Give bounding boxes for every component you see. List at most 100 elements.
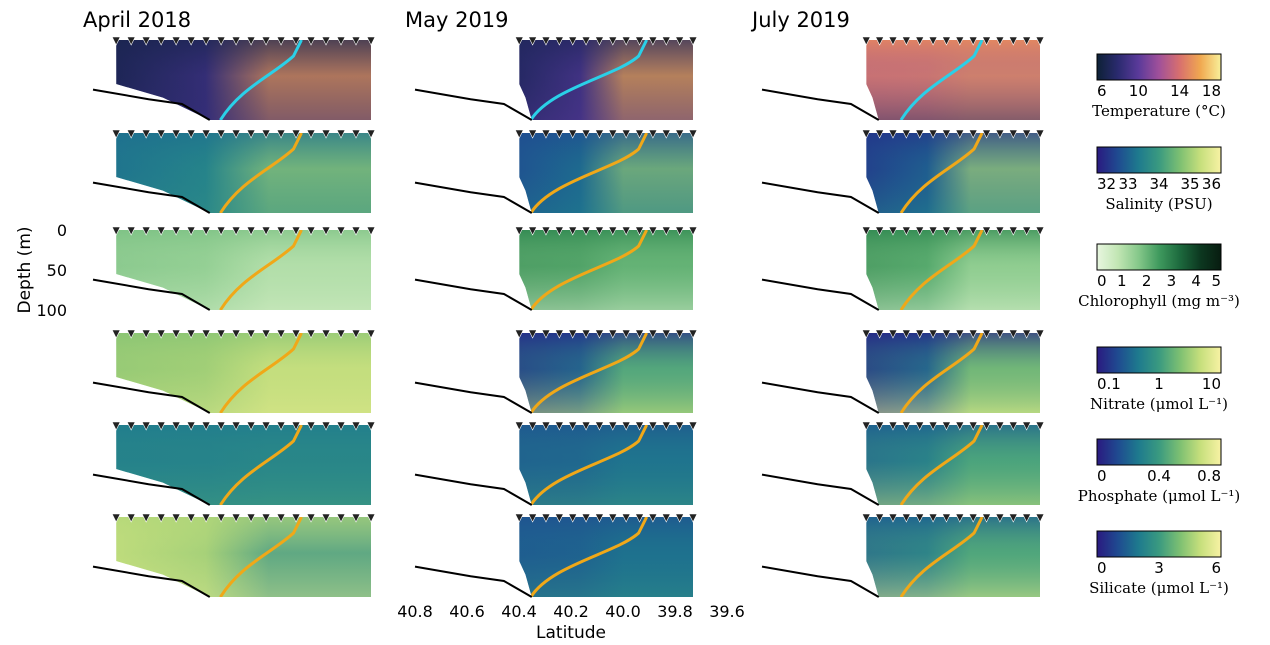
station-marker	[1008, 329, 1018, 339]
colorbar-tick: 1	[1117, 272, 1127, 290]
station-marker	[216, 513, 226, 523]
column-title: May 2019	[405, 8, 509, 32]
section-panel	[414, 421, 698, 506]
station-marker	[648, 36, 658, 46]
section-panel	[761, 421, 1045, 506]
front-line	[899, 517, 984, 597]
station-marker	[581, 421, 591, 431]
station-marker	[336, 513, 346, 523]
station-marker	[928, 129, 938, 139]
station-marker	[201, 226, 211, 236]
station-marker	[366, 513, 376, 523]
station-marker	[351, 226, 361, 236]
station-marker	[321, 36, 331, 46]
colorbar-tick: 18	[1202, 82, 1221, 100]
station-marker	[541, 421, 551, 431]
station-marker	[351, 513, 361, 523]
station-marker	[554, 36, 564, 46]
field-depth-shading	[116, 40, 372, 120]
front-line	[529, 230, 649, 310]
station-marker	[291, 329, 301, 339]
y-tick-label: 0	[57, 221, 67, 240]
station-marker	[995, 421, 1005, 431]
station-marker	[1022, 421, 1032, 431]
section-panel	[761, 36, 1045, 121]
station-marker	[581, 226, 591, 236]
station-marker	[968, 513, 978, 523]
station-marker	[261, 226, 271, 236]
x-axis-label: Latitude	[536, 623, 606, 643]
front-line	[219, 133, 303, 213]
station-marker	[941, 226, 951, 236]
x-tick-label: 40.8	[397, 602, 433, 621]
station-marker	[941, 36, 951, 46]
station-marker	[955, 36, 965, 46]
station-marker	[928, 226, 938, 236]
station-marker	[982, 226, 992, 236]
colorbar-tick: 6	[1211, 559, 1221, 577]
station-marker	[1035, 129, 1045, 139]
colorbar-tick: 36	[1202, 175, 1221, 193]
station-marker	[888, 421, 898, 431]
station-marker	[608, 329, 618, 339]
section-field	[866, 425, 1040, 505]
section-panel	[761, 129, 1045, 214]
station-marker	[306, 226, 316, 236]
station-marker	[621, 36, 631, 46]
station-marker	[186, 36, 196, 46]
front-line	[529, 333, 649, 413]
station-marker	[141, 329, 151, 339]
field-depth-shading	[519, 40, 693, 120]
station-marker	[861, 36, 871, 46]
section-panel	[92, 36, 376, 121]
station-marker	[171, 129, 181, 139]
station-marker	[554, 421, 564, 431]
station-marker	[888, 513, 898, 523]
station-marker	[126, 513, 136, 523]
station-marker	[621, 421, 631, 431]
station-marker	[661, 226, 671, 236]
station-marker	[336, 329, 346, 339]
station-marker	[875, 513, 885, 523]
station-marker	[291, 513, 301, 523]
station-marker	[861, 226, 871, 236]
station-marker	[141, 129, 151, 139]
station-marker	[995, 36, 1005, 46]
front-line	[219, 40, 303, 120]
station-marker	[941, 329, 951, 339]
x-tick-label: 40.0	[605, 602, 641, 621]
colorbar-label: Silicate (μmol L⁻¹)	[1089, 579, 1229, 597]
station-marker	[111, 129, 121, 139]
station-marker	[635, 36, 645, 46]
x-tick-label: 40.6	[449, 602, 485, 621]
section-panel	[761, 513, 1045, 598]
station-marker	[276, 421, 286, 431]
station-marker	[901, 36, 911, 46]
station-marker	[528, 36, 538, 46]
station-marker	[141, 36, 151, 46]
colorbar	[1096, 438, 1222, 466]
station-marker	[321, 226, 331, 236]
station-marker	[955, 329, 965, 339]
station-marker	[246, 513, 256, 523]
station-marker	[661, 513, 671, 523]
station-marker	[514, 513, 524, 523]
station-marker	[141, 513, 151, 523]
station-marker	[366, 421, 376, 431]
station-marker	[126, 421, 136, 431]
station-marker	[968, 421, 978, 431]
colorbar-tick: 5	[1211, 272, 1221, 290]
station-marker	[171, 329, 181, 339]
station-marker	[514, 421, 524, 431]
colorbar-tick: 32	[1097, 175, 1116, 193]
station-marker	[126, 329, 136, 339]
station-marker	[688, 129, 698, 139]
station-marker	[336, 226, 346, 236]
station-marker	[514, 226, 524, 236]
station-marker	[648, 226, 658, 236]
bathymetry-line	[92, 278, 211, 311]
station-marker	[554, 329, 564, 339]
station-marker	[111, 513, 121, 523]
station-marker	[528, 226, 538, 236]
colorbar	[1096, 146, 1222, 174]
